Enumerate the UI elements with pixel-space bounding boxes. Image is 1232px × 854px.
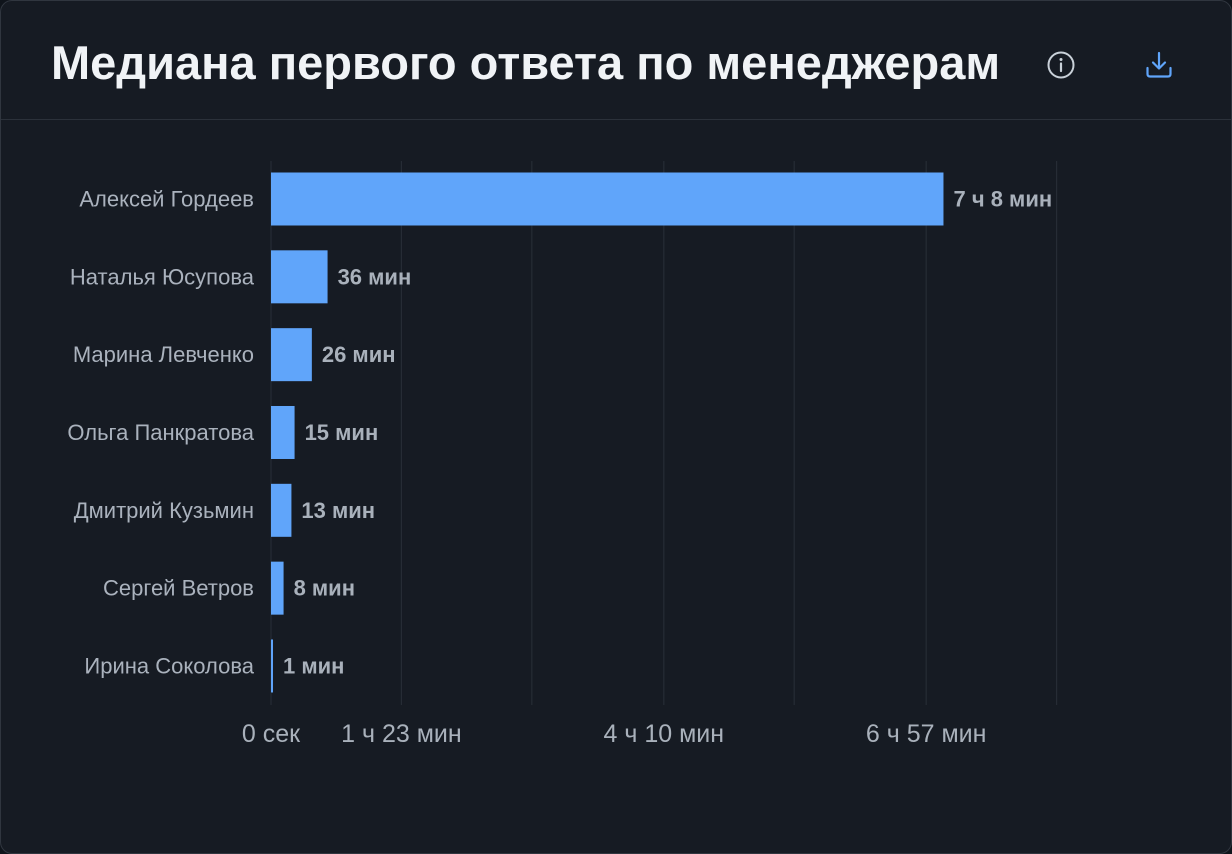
- value-label: 26 мин: [322, 342, 396, 367]
- bar[interactable]: [271, 483, 292, 537]
- bar[interactable]: [271, 328, 312, 382]
- x-tick-label: 1 ч 23 мин: [341, 720, 462, 748]
- category-label: Ирина Соколова: [84, 653, 254, 678]
- x-axis-ticks: 0 сек 1 ч 23 мин 4 ч 10 мин 6 ч 57 мин: [242, 720, 987, 748]
- x-tick-label: 4 ч 10 мин: [604, 720, 725, 748]
- bar[interactable]: [271, 561, 284, 615]
- info-circle-icon: [1047, 51, 1075, 79]
- card-header: Медиана первого ответа по менеджерам: [1, 1, 1231, 120]
- value-label: 1 мин: [283, 653, 344, 678]
- grid-lines: [270, 161, 1058, 705]
- value-label: 8 мин: [294, 576, 355, 601]
- download-icon: [1146, 51, 1172, 78]
- value-label: 7 ч 8 мин: [953, 187, 1052, 212]
- category-label: Сергей Ветров: [103, 576, 254, 601]
- category-label: Дмитрий Кузьмин: [74, 498, 254, 523]
- category-label: Марина Левченко: [73, 342, 254, 367]
- category-label: Ольга Панкратова: [67, 420, 254, 445]
- bar[interactable]: [271, 250, 328, 304]
- download-button[interactable]: [1142, 48, 1176, 82]
- bar[interactable]: [271, 639, 273, 693]
- chart-area: Алексей Гордеев Наталья Юсупова Марина Лев…: [1, 120, 1231, 853]
- bar[interactable]: [271, 172, 944, 226]
- category-label: Наталья Юсупова: [70, 264, 255, 289]
- value-labels: 7 ч 8 мин 36 мин 26 мин 15 мин 13 мин 8 мин 1 …: [283, 187, 1052, 679]
- bar[interactable]: [271, 405, 295, 459]
- category-labels: Алексей Гордеев Наталья Юсупова Марина Лев…: [67, 187, 254, 679]
- chart-title: Медиана первого ответа по менеджерам: [51, 36, 1001, 89]
- value-label: 36 мин: [338, 264, 412, 289]
- category-label: Алексей Гордеев: [79, 187, 254, 212]
- value-label: 13 мин: [301, 498, 375, 523]
- bars: [271, 172, 944, 693]
- x-tick-label: 0 сек: [242, 720, 301, 748]
- bar-chart: Алексей Гордеев Наталья Юсупова Марина Лев…: [67, 161, 1058, 748]
- info-button[interactable]: [1044, 48, 1078, 82]
- value-label: 15 мин: [305, 420, 379, 445]
- x-tick-label: 6 ч 57 мин: [866, 720, 987, 748]
